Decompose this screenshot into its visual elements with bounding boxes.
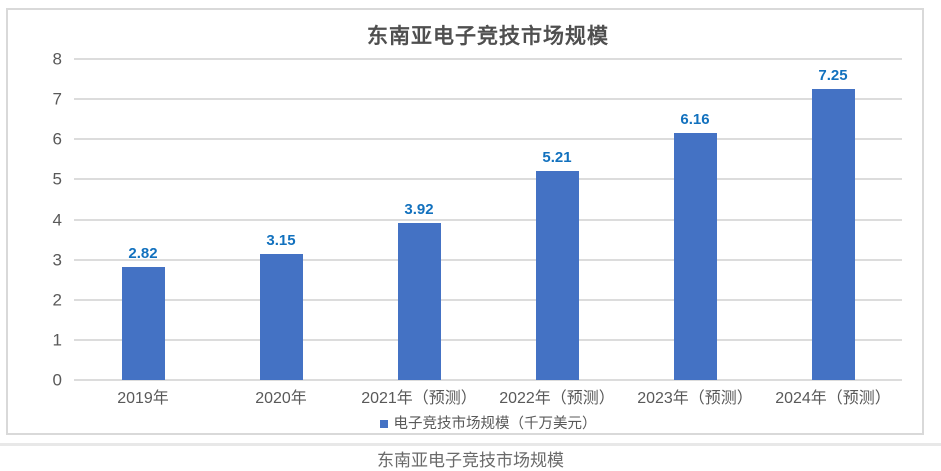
chart-title: 东南亚电子竞技市场规模	[367, 25, 609, 48]
bars: 2.82 3.15 3.92 5.21 6.16 7.25	[74, 59, 902, 380]
y-axis: 0 1 2 3 4 5 6 7 8	[8, 51, 62, 389]
bar-value-label: 3.92	[404, 200, 434, 218]
legend: 电子竞技市场规模（千万美元）	[74, 413, 902, 435]
bar-value-label: 7.25	[818, 67, 848, 85]
x-tick-label: 2022年（预测）	[499, 390, 615, 407]
x-axis: 2019年 2020年 2021年（预测） 2022年（预测） 2023年（预测） 202…	[74, 384, 902, 414]
legend-marker-icon	[379, 420, 388, 428]
x-tick-label: 2023年（预测）	[637, 390, 753, 407]
gridline	[74, 178, 902, 181]
plot-area: 2.82 3.15 3.92 5.21 6.16 7.25	[74, 58, 902, 381]
y-tick-label: 6	[52, 129, 62, 149]
bar-slot: 7.25	[764, 59, 902, 380]
chart-card: 东南亚电子竞技市场规模 0 1 2 3 4 5 6 7 8 2.82 3.15 3.92 5.21 6.…	[6, 8, 924, 435]
bar-slot: 6.16	[626, 59, 764, 380]
bar-value-label: 5.21	[542, 148, 572, 166]
bar-slot: 2.82	[74, 59, 212, 380]
bar-value-label: 2.82	[128, 244, 158, 262]
x-tick-label: 2021年（预测）	[361, 390, 477, 407]
bar[interactable]	[259, 253, 303, 380]
gridline	[74, 338, 902, 341]
bar[interactable]	[397, 222, 441, 380]
clipped-caption: 东南亚电子竞技市场规模	[377, 451, 564, 470]
bar[interactable]	[535, 170, 579, 380]
y-tick-label: 3	[52, 250, 62, 270]
x-tick-label: 2020年	[255, 390, 307, 407]
bar-value-label: 6.16	[680, 110, 710, 128]
bar[interactable]	[121, 266, 165, 380]
gridline	[74, 379, 902, 381]
gridline	[74, 98, 902, 101]
gridline	[74, 138, 902, 141]
legend-label: 电子竞技市场规模（千万美元）	[393, 415, 597, 432]
gridline	[74, 58, 902, 60]
bar[interactable]	[673, 132, 717, 380]
gridline	[74, 258, 902, 261]
bar-slot: 5.21	[488, 59, 626, 380]
page-divider	[0, 443, 941, 446]
y-tick-label: 5	[52, 169, 62, 189]
y-tick-label: 0	[52, 370, 62, 390]
gridline	[74, 298, 902, 301]
bar[interactable]	[811, 89, 855, 380]
y-tick-label: 8	[52, 49, 62, 69]
y-tick-label: 4	[52, 210, 62, 229]
x-tick-label: 2019年	[117, 390, 169, 407]
y-tick-label: 2	[52, 290, 62, 310]
bar-slot: 3.15	[212, 59, 350, 380]
x-tick-label: 2024年（预测）	[775, 390, 891, 407]
gridline	[74, 218, 902, 221]
bar-slot: 3.92	[350, 59, 488, 380]
bar-value-label: 3.15	[266, 231, 296, 249]
y-tick-label: 7	[52, 89, 62, 109]
y-tick-label: 1	[52, 330, 62, 350]
